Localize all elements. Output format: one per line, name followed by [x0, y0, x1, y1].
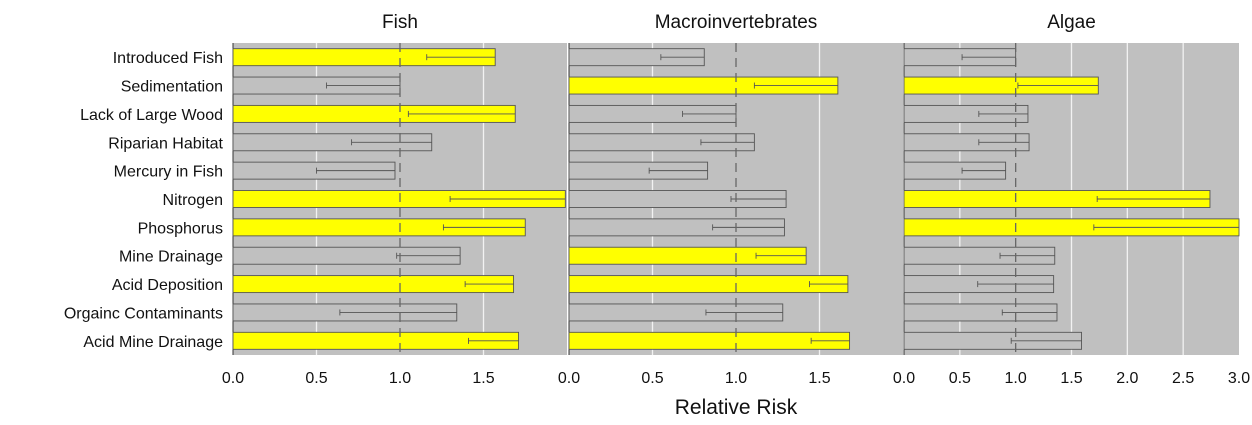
x-tick-label: 2.0 — [1116, 370, 1138, 387]
x-tick-label: 0.5 — [305, 370, 327, 387]
category-label: Acid Mine Drainage — [83, 334, 223, 351]
x-axis-label: Relative Risk — [675, 396, 798, 419]
x-tick-label: 1.0 — [389, 370, 411, 387]
category-label: Orgainc Contaminants — [64, 305, 223, 322]
category-label: Phosphorus — [138, 220, 223, 237]
x-tick-label: 1.0 — [725, 370, 747, 387]
bar — [568, 275, 849, 294]
x-tick-label: 0.0 — [893, 370, 915, 387]
category-label: Lack of Large Wood — [80, 107, 223, 124]
x-tick-label: 1.0 — [1005, 370, 1027, 387]
panel-title: Fish — [382, 12, 418, 33]
category-label: Nitrogen — [163, 192, 223, 209]
x-tick-label: 1.5 — [808, 370, 830, 387]
x-tick-label: 2.5 — [1172, 370, 1194, 387]
category-label: Riparian Habitat — [108, 135, 223, 152]
x-tick-label: 0.5 — [949, 370, 971, 387]
x-tick-label: 3.0 — [1228, 370, 1250, 387]
x-tick-label: 0.0 — [222, 370, 244, 387]
category-label: Sedimentation — [121, 79, 223, 96]
bar — [568, 331, 851, 350]
bar — [903, 161, 1007, 180]
category-label: Acid Deposition — [112, 277, 223, 294]
x-tick-label: 1.5 — [472, 370, 494, 387]
x-tick-label: 1.5 — [1060, 370, 1082, 387]
panel-title: Macroinvertebrates — [655, 12, 818, 33]
bar — [903, 303, 1058, 322]
category-label: Introduced Fish — [113, 50, 223, 67]
category-label: Mercury in Fish — [114, 164, 223, 181]
x-tick-label: 0.5 — [641, 370, 663, 387]
category-label: Mine Drainage — [119, 249, 223, 266]
panel-title: Algae — [1047, 12, 1096, 33]
x-tick-label: 0.0 — [558, 370, 580, 387]
